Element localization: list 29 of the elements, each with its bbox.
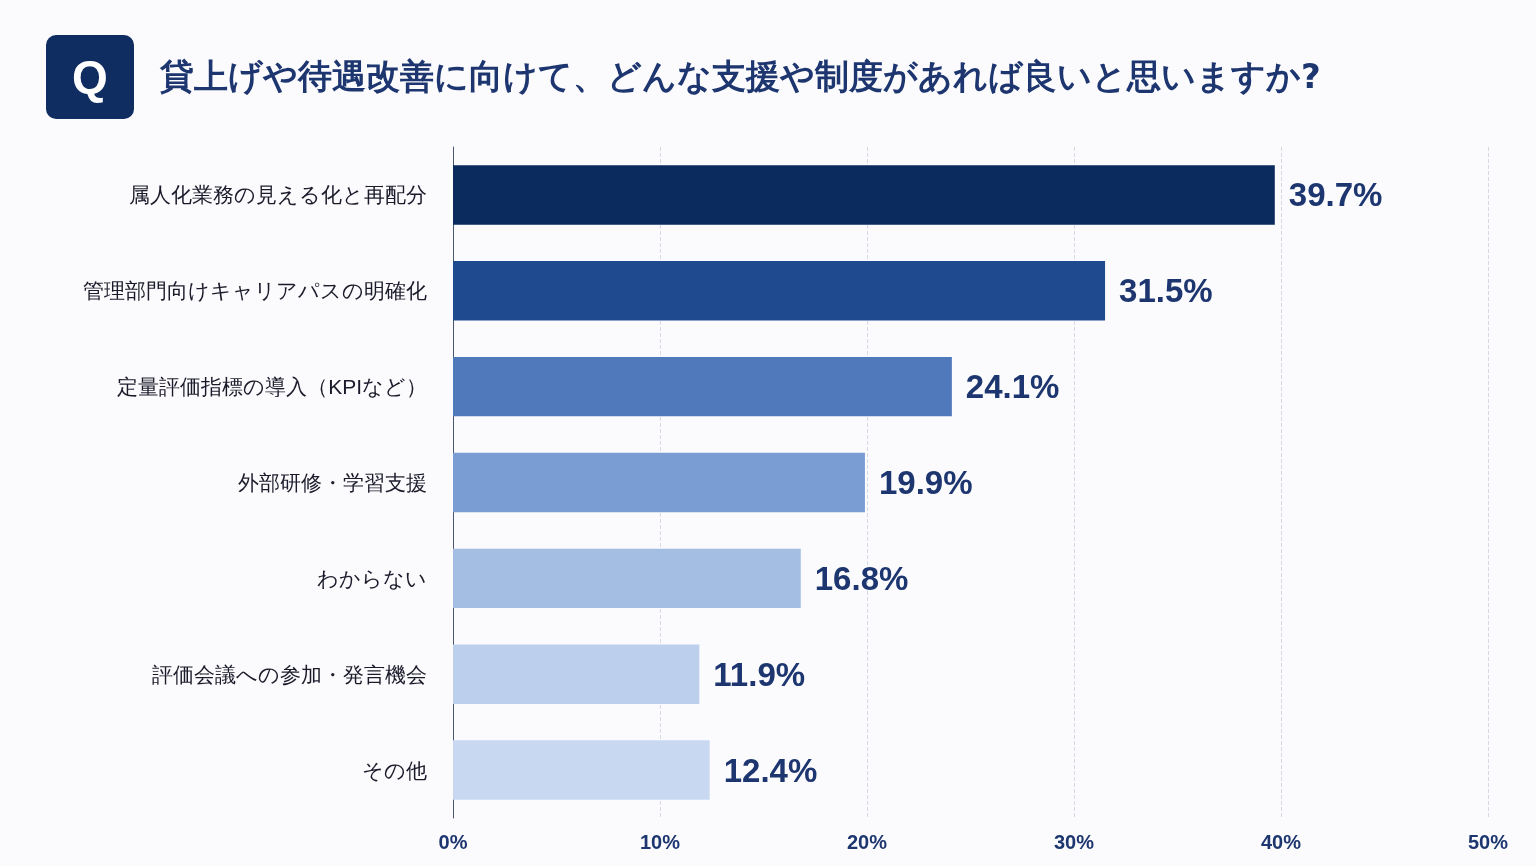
y-tick-label: その他 bbox=[362, 758, 427, 782]
bar bbox=[453, 261, 1106, 321]
chart-title: 貸上げや待遇改善に向けて、どんな支援や制度があれば良いと思いますか? bbox=[160, 55, 1321, 98]
bar bbox=[453, 165, 1275, 225]
bar bbox=[453, 548, 801, 609]
y-tick-label: 管理部門向けキャリアパスの明確化 bbox=[83, 279, 427, 303]
data-label: 31.5% bbox=[1119, 272, 1213, 310]
x-tick-label: 0% bbox=[438, 831, 468, 853]
y-tick-label: 属人化業務の見える化と再配分 bbox=[129, 183, 427, 207]
x-tick-label: 30% bbox=[1053, 831, 1095, 853]
x-tick-label: 40% bbox=[1260, 831, 1302, 853]
bar bbox=[453, 452, 865, 513]
bar bbox=[453, 356, 952, 417]
data-label: 24.1% bbox=[965, 368, 1060, 406]
y-tick-label: わからない bbox=[317, 566, 427, 590]
y-tick-label: 定量評価指標の導入（KPIなど） bbox=[117, 375, 427, 399]
bar bbox=[453, 740, 710, 800]
x-tick-label: 10% bbox=[639, 831, 681, 853]
q-badge: Q bbox=[46, 35, 134, 119]
x-tick-label: 20% bbox=[846, 831, 888, 853]
y-tick-label: 評価会議への参加・発言機会 bbox=[152, 662, 427, 686]
data-label: 19.9% bbox=[878, 464, 973, 501]
x-tick-label: 50% bbox=[1467, 831, 1509, 853]
data-label: 12.4% bbox=[723, 751, 818, 789]
y-tick-label: 外部研修・学習支援 bbox=[238, 471, 427, 494]
bar bbox=[453, 644, 700, 704]
data-label: 11.9% bbox=[713, 655, 806, 693]
data-label: 16.8% bbox=[814, 559, 909, 597]
data-label: 39.7% bbox=[1288, 176, 1383, 214]
